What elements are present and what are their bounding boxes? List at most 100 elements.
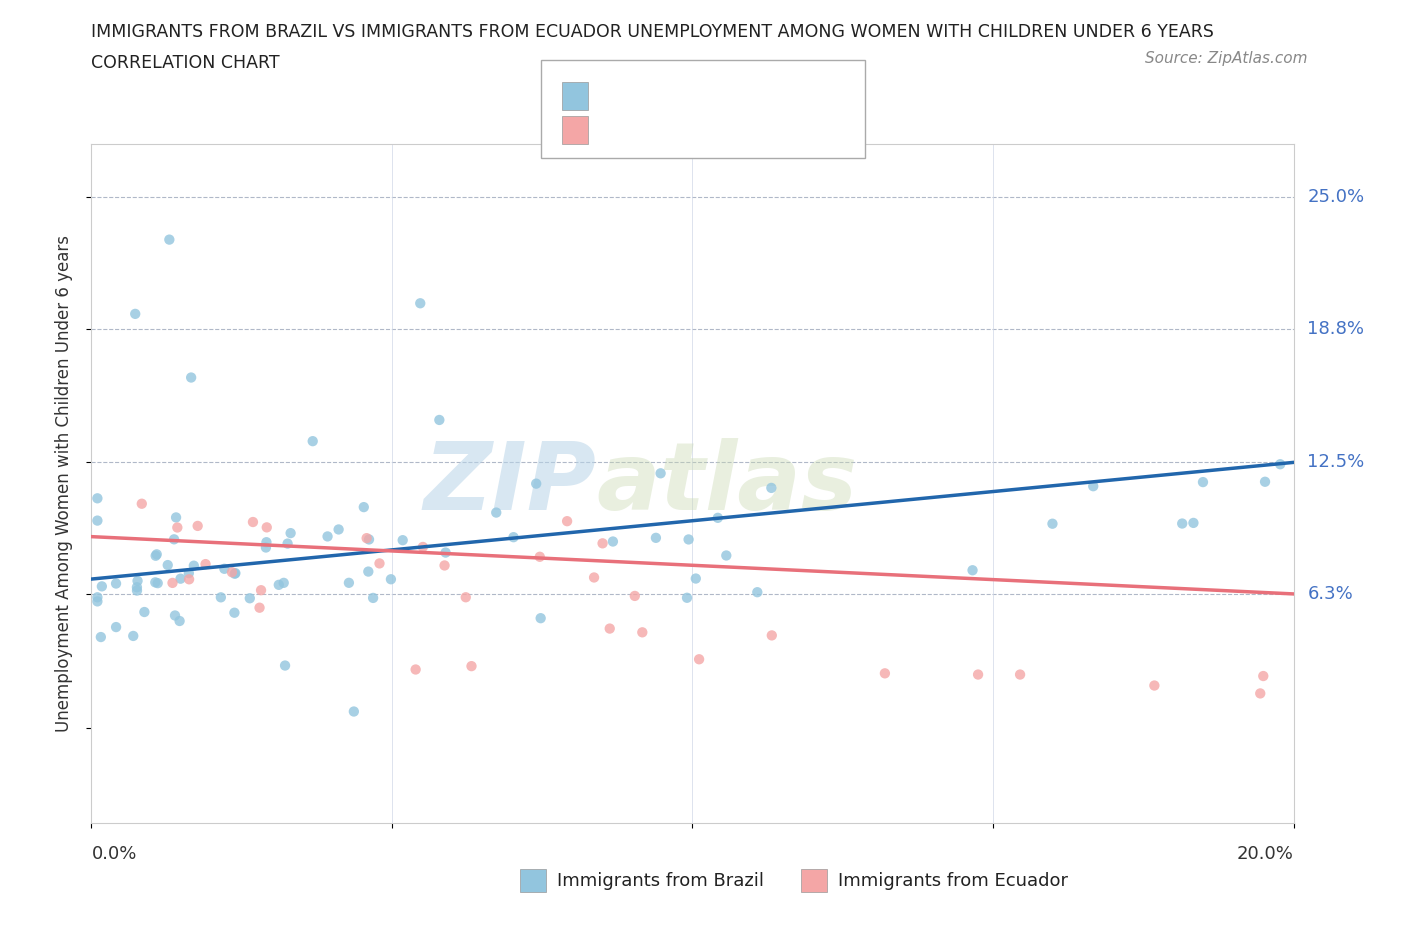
Point [1270,457,1292,472]
Point [328,522,350,537]
Point [86,491,108,506]
Point [131,497,153,512]
Point [1042,516,1064,531]
Text: Immigrants from Brazil: Immigrants from Brazil [557,871,763,890]
Point [277,537,299,551]
Point [143,575,166,590]
Point [1171,516,1194,531]
Point [353,499,375,514]
Point [165,510,187,525]
Point [1083,479,1105,494]
Point [357,565,380,579]
Point [125,579,148,594]
Point [1251,669,1274,684]
Point [194,557,217,572]
Point [356,531,378,546]
Point [239,591,262,605]
Point [125,583,148,598]
Point [256,520,278,535]
Point [90,630,112,644]
Point [427,413,450,428]
Point [105,576,128,591]
Point [337,576,360,591]
Point [1182,515,1205,530]
Point [433,558,456,573]
Text: 20.0%: 20.0% [1237,844,1294,863]
Point [250,583,273,598]
Text: 12.5%: 12.5% [1308,454,1365,472]
Point [645,530,668,545]
Point [187,518,209,533]
Point [254,540,277,555]
Point [254,535,277,550]
Point [280,525,302,540]
Point [274,658,297,673]
Point [156,558,179,573]
Point [460,658,482,673]
Point [707,511,730,525]
Point [599,621,621,636]
Point [361,591,384,605]
Point [86,513,108,528]
Point [169,614,191,629]
Text: Source: ZipAtlas.com: Source: ZipAtlas.com [1144,51,1308,66]
Point [1192,474,1215,489]
Point [502,530,524,545]
Point [409,296,432,311]
Point [145,549,167,564]
Point [454,590,477,604]
Text: 0.111: 0.111 [641,86,703,104]
Text: R =: R = [599,86,641,104]
Point [967,667,990,682]
Point [90,578,112,593]
Point [1143,678,1166,693]
Point [183,558,205,573]
Point [224,565,246,580]
Point [592,536,614,551]
Text: 25.0%: 25.0% [1308,188,1365,206]
Point [177,565,200,580]
Point [267,578,290,592]
Text: CORRELATION CHART: CORRELATION CHART [91,54,280,72]
Point [166,520,188,535]
Point [1249,686,1271,701]
Point [157,232,180,247]
Text: ZIP: ZIP [423,438,596,529]
Text: 18.8%: 18.8% [1308,320,1364,338]
Point [650,466,672,481]
Text: 0.0%: 0.0% [91,844,136,863]
Text: N =: N = [688,86,744,104]
Point [316,529,339,544]
Point [224,566,246,581]
Y-axis label: Unemployment Among Women with Children Under 6 years: Unemployment Among Women with Children U… [55,235,73,732]
Text: IMMIGRANTS FROM BRAZIL VS IMMIGRANTS FROM ECUADOR UNEMPLOYMENT AMONG WOMEN WITH : IMMIGRANTS FROM BRAZIL VS IMMIGRANTS FRO… [91,23,1215,41]
Point [343,704,366,719]
Point [761,628,783,643]
Point [405,662,427,677]
Point [357,532,380,547]
Point [623,589,645,604]
Point [124,307,146,322]
Text: 33: 33 [730,120,755,139]
Point [86,594,108,609]
Point [685,571,707,586]
Point [368,556,391,571]
Point [146,576,169,591]
Point [163,532,186,547]
Point [242,514,264,529]
Point [162,576,184,591]
Point [145,547,167,562]
Point [169,571,191,586]
Point [163,608,186,623]
Point [530,611,553,626]
Point [602,534,624,549]
Text: 77: 77 [730,86,755,104]
Point [249,600,271,615]
Point [555,513,578,528]
Text: 6.3%: 6.3% [1308,585,1353,603]
Point [134,604,156,619]
Point [873,666,896,681]
Point [214,562,236,577]
Text: -0.291: -0.291 [641,120,704,139]
Point [273,576,295,591]
